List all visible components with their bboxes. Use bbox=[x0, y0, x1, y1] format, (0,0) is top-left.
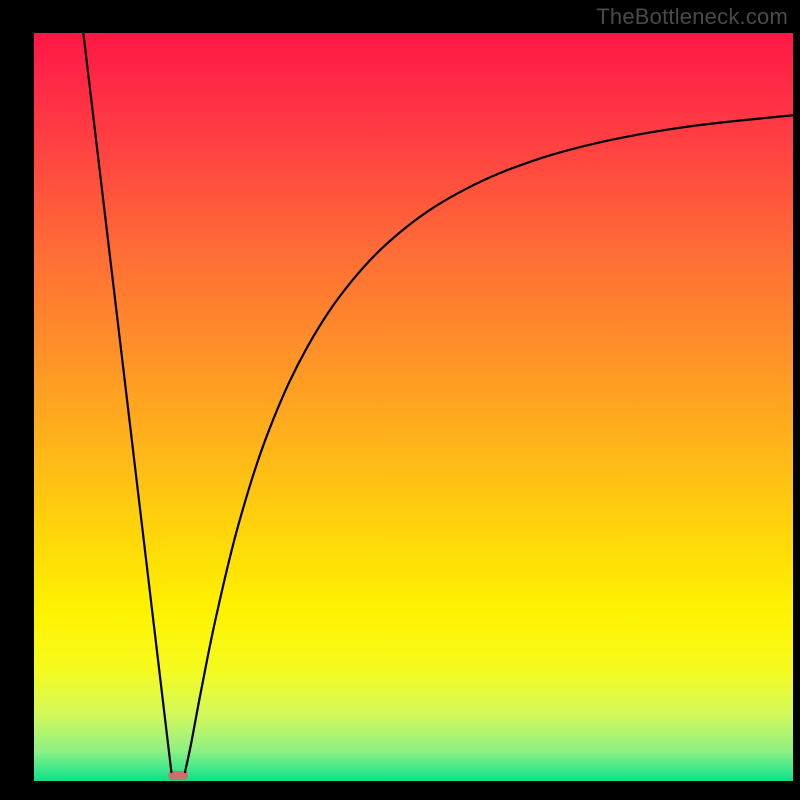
watermark-text: TheBottleneck.com bbox=[596, 4, 788, 30]
chart-canvas: TheBottleneck.com bbox=[0, 0, 800, 800]
bottleneck-chart-svg bbox=[0, 0, 800, 800]
chart-gradient-background bbox=[34, 33, 793, 781]
